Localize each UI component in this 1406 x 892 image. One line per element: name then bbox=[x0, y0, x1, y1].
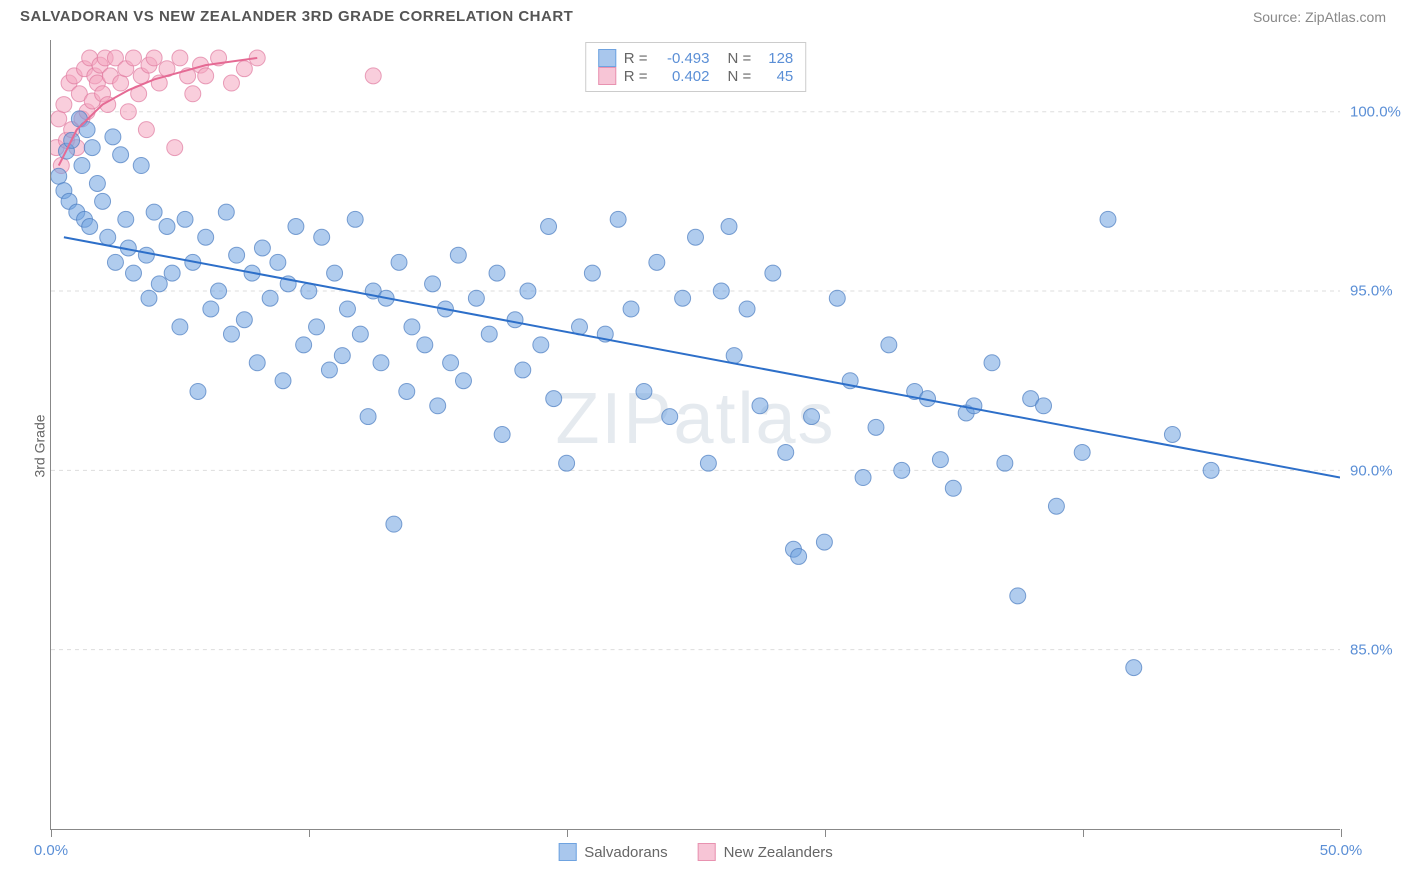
legend-series-item: Salvadorans bbox=[558, 843, 667, 861]
r-value: 0.402 bbox=[656, 68, 710, 85]
xtick bbox=[309, 829, 310, 837]
legend-series: Salvadorans New Zealanders bbox=[558, 843, 833, 861]
xtick bbox=[1341, 829, 1342, 837]
legend-series-item: New Zealanders bbox=[698, 843, 833, 861]
y-axis-label: 3rd Grade bbox=[32, 414, 48, 477]
legend-series-label: Salvadorans bbox=[584, 844, 667, 861]
ytick-label: 100.0% bbox=[1350, 103, 1406, 120]
xtick bbox=[825, 829, 826, 837]
n-label: N = bbox=[728, 50, 752, 67]
title-bar: SALVADORAN VS NEW ZEALANDER 3RD GRADE CO… bbox=[20, 8, 1386, 25]
ytick-label: 85.0% bbox=[1350, 642, 1406, 659]
n-value: 45 bbox=[759, 68, 793, 85]
legend-swatch bbox=[558, 843, 576, 861]
source-label: Source: ZipAtlas.com bbox=[1253, 9, 1386, 25]
ytick-label: 95.0% bbox=[1350, 283, 1406, 300]
r-label: R = bbox=[624, 50, 648, 67]
legend-correlation-row: R = -0.493 N = 128 bbox=[598, 49, 794, 67]
chart-title: SALVADORAN VS NEW ZEALANDER 3RD GRADE CO… bbox=[20, 8, 573, 25]
legend-swatch bbox=[698, 843, 716, 861]
legend-swatch bbox=[598, 49, 616, 67]
xtick-label: 0.0% bbox=[34, 842, 68, 859]
legend-correlation-row: R = 0.402 N = 45 bbox=[598, 67, 794, 85]
plot-area: ZIPatlas 85.0%90.0%95.0%100.0% 0.0%50.0%… bbox=[50, 40, 1340, 830]
legend-correlation-box: R = -0.493 N = 128 R = 0.402 N = 45 bbox=[585, 42, 807, 92]
legend-series-label: New Zealanders bbox=[724, 844, 833, 861]
legend-swatch bbox=[598, 67, 616, 85]
xtick bbox=[567, 829, 568, 837]
xtick bbox=[51, 829, 52, 837]
n-value: 128 bbox=[759, 50, 793, 67]
xtick-label: 50.0% bbox=[1320, 842, 1363, 859]
chart-container: SALVADORAN VS NEW ZEALANDER 3RD GRADE CO… bbox=[0, 0, 1406, 892]
n-label: N = bbox=[728, 68, 752, 85]
xtick bbox=[1083, 829, 1084, 837]
r-value: -0.493 bbox=[656, 50, 710, 67]
ytick-label: 90.0% bbox=[1350, 462, 1406, 479]
r-label: R = bbox=[624, 68, 648, 85]
scatter-svg bbox=[51, 40, 1340, 829]
